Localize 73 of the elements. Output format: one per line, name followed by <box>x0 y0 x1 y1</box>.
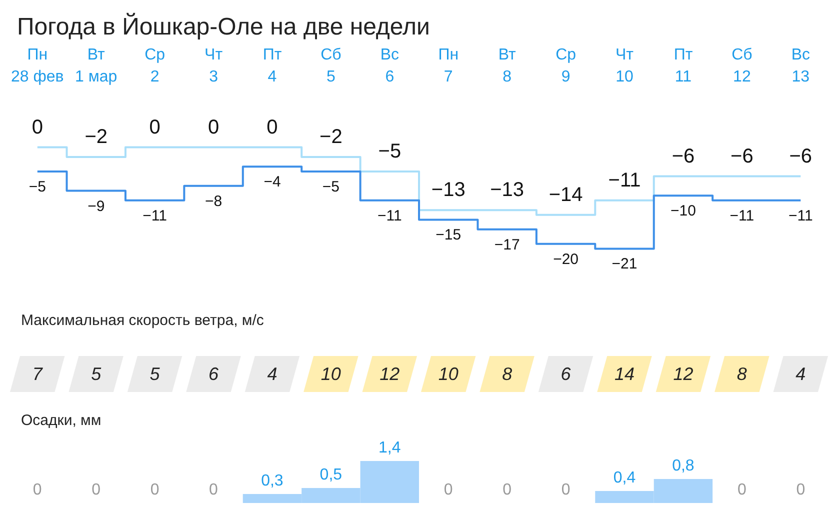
data-label: 6 <box>208 364 220 384</box>
data-label: −2 <box>84 126 108 148</box>
x-tick-label: Сб 5 <box>320 46 342 86</box>
data-label: −11 <box>730 207 754 224</box>
data-label: −17 <box>494 236 520 254</box>
data-label: −6 <box>672 145 695 168</box>
data-label: 5 <box>150 364 161 384</box>
data-label: 0 <box>796 482 806 498</box>
data-label: −8 <box>204 192 222 210</box>
x-tick-label: Вт 1 мар <box>75 46 118 86</box>
data-label: −2 <box>320 126 342 148</box>
data-label: −6 <box>789 145 812 168</box>
x-tick-label: Чт 10 <box>616 46 634 86</box>
data-label: −5 <box>322 178 340 196</box>
data-label: −11 <box>142 207 167 224</box>
x-tick-label: Пт 11 <box>674 46 694 86</box>
x-tick-label: Пн 7 <box>438 46 459 86</box>
x-tick-label: Пт 4 <box>262 46 282 86</box>
data-label: 0 <box>149 116 160 138</box>
data-label: 0 <box>266 116 278 138</box>
data-label: 0 <box>32 482 42 498</box>
data-label: 8 <box>502 364 512 384</box>
x-tick-label: Вс 6 <box>380 46 400 86</box>
data-label: 7 <box>32 364 44 384</box>
x-tick-label: Ср 2 <box>144 46 166 86</box>
data-label: −13 <box>431 179 466 202</box>
data-label: 10 <box>320 364 341 384</box>
data-label: −11 <box>608 169 641 192</box>
data-label: 0,4 <box>613 470 636 486</box>
data-label: 8 <box>736 364 747 384</box>
x-tick-label: Чт 3 <box>204 46 224 86</box>
data-label: −10 <box>670 202 696 220</box>
data-label: 14 <box>614 364 635 384</box>
data-label: −9 <box>88 198 105 215</box>
data-label: 0 <box>502 482 512 498</box>
data-label: −5 <box>28 178 46 196</box>
data-label: 0 <box>208 116 220 138</box>
data-label: 5 <box>91 364 102 384</box>
text: Максимальная скорость ветра, м/с <box>21 312 264 329</box>
x-tick-label: Вт 8 <box>498 46 516 86</box>
data-label: −15 <box>436 226 462 244</box>
data-label: 0 <box>209 482 218 498</box>
data-label: −14 <box>548 184 583 206</box>
data-label: 0,5 <box>320 466 342 484</box>
data-label: 4 <box>796 364 806 384</box>
data-label: 4 <box>267 364 278 384</box>
data-label: −13 <box>490 179 524 202</box>
data-label: 12 <box>673 364 694 384</box>
data-label: 0 <box>32 116 43 138</box>
data-label: 0,8 <box>672 458 694 474</box>
x-tick-label: Сб 12 <box>732 46 752 86</box>
data-label: 0 <box>444 482 453 498</box>
data-label: 0 <box>92 482 101 498</box>
data-label: 6 <box>560 364 572 384</box>
data-label: −6 <box>730 145 754 168</box>
data-label: 0 <box>561 482 570 498</box>
data-label: 0 <box>737 482 746 498</box>
data-label: 0 <box>150 482 160 498</box>
data-label: −5 <box>378 140 402 162</box>
data-label: −11 <box>788 207 813 224</box>
data-label: −11 <box>377 207 402 224</box>
x-tick-label: Ср 9 <box>556 46 576 86</box>
x-tick-label: Вс 13 <box>791 46 810 86</box>
data-label: −21 <box>612 256 638 273</box>
chart-title: Осадки, мм <box>21 412 102 429</box>
x-tick-label: Пн 28 фев <box>10 46 64 86</box>
data-label: −4 <box>264 174 281 191</box>
data-label: 12 <box>380 364 400 384</box>
data-label: 1,4 <box>378 440 401 456</box>
data-label: 10 <box>438 364 458 384</box>
chart-title: Погода в Йошкар-Оле на две недели <box>17 12 430 40</box>
data-label: 0,3 <box>261 472 284 490</box>
data-label: −20 <box>553 250 579 268</box>
